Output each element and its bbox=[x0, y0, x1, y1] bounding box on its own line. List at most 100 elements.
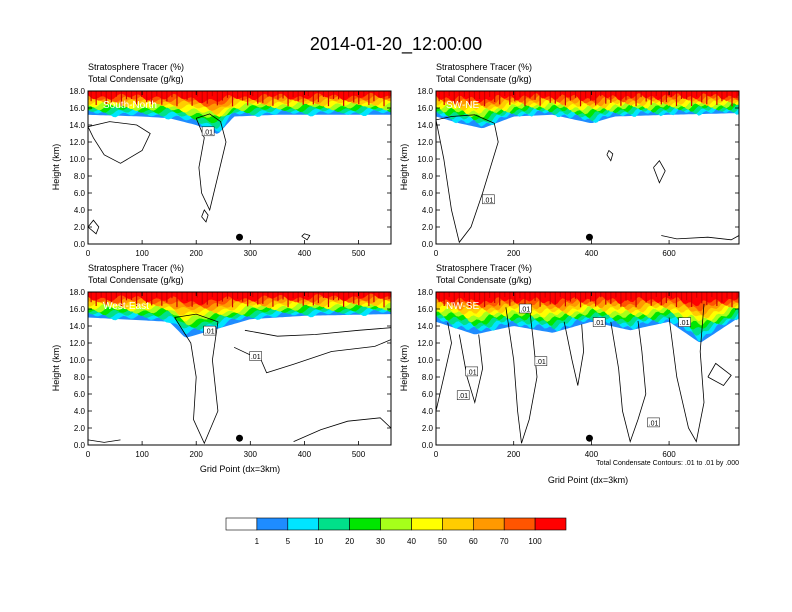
x-tick-label: 400 bbox=[298, 450, 312, 459]
condensate-contour bbox=[436, 114, 499, 244]
y-tick-label: 6.0 bbox=[74, 189, 86, 198]
tracer-streak bbox=[176, 292, 178, 308]
y-tick-label: 14.0 bbox=[417, 322, 433, 331]
tracer-streak bbox=[201, 292, 203, 304]
tracer-streak bbox=[514, 91, 516, 102]
tracer-streak bbox=[110, 292, 112, 304]
y-tick-label: 12.0 bbox=[417, 339, 433, 348]
x-tick-label: 200 bbox=[507, 249, 521, 258]
tracer-streak bbox=[166, 91, 168, 102]
tracer-streak bbox=[438, 91, 440, 102]
tracer-streak bbox=[156, 91, 158, 97]
tracer-streak bbox=[468, 91, 471, 106]
tracer-band bbox=[436, 292, 739, 307]
tracer-streak bbox=[226, 292, 229, 299]
location-marker bbox=[236, 233, 243, 241]
plot-area: .01 .01 .01 .01 .01 .01 .01 bbox=[436, 292, 739, 444]
tracer-streak bbox=[130, 292, 133, 300]
tracer-streak bbox=[721, 91, 723, 102]
tracer-streak bbox=[468, 292, 471, 307]
labelbar-tick-label: 5 bbox=[286, 537, 291, 546]
y-tick-label: 4.0 bbox=[74, 407, 86, 416]
tracer-streak bbox=[378, 91, 380, 98]
tracer-streak bbox=[236, 292, 239, 299]
x-tick-label: 600 bbox=[662, 450, 676, 459]
tracer-streak bbox=[680, 91, 683, 99]
y-tick-label: 18.0 bbox=[69, 288, 85, 297]
tracer-streak bbox=[353, 292, 355, 304]
tracer-streak bbox=[151, 292, 153, 306]
contour-label-box bbox=[201, 126, 215, 137]
x-tick-label: 300 bbox=[244, 450, 258, 459]
labelbar: 1 5 10 20 30 40 50 60 70 100 bbox=[225, 517, 567, 546]
tracer-streak bbox=[620, 292, 622, 307]
axis-ticks: 0.0 2.0 4.0 6.0 8.0 10.0 12.0 14.0 16.0 18.0 0 100 2… bbox=[69, 288, 391, 459]
contour-label-box bbox=[647, 417, 660, 428]
labelbar-box bbox=[287, 517, 319, 531]
tracer-streak bbox=[670, 292, 673, 298]
tracer-streak bbox=[388, 292, 390, 300]
panel-title-condensate: Total Condensate (g/kg) bbox=[88, 275, 184, 285]
tracer-streak bbox=[302, 292, 304, 306]
tracer-streak bbox=[206, 91, 208, 104]
tracer-streak bbox=[242, 292, 244, 302]
plot-frame bbox=[435, 90, 740, 245]
tracer-streak bbox=[625, 292, 627, 301]
tracer-streak bbox=[569, 292, 572, 302]
tracer-streak bbox=[590, 91, 592, 101]
y-tick-label: 18.0 bbox=[69, 87, 85, 96]
tracer-streak bbox=[348, 292, 350, 298]
y-tick-label: 12.0 bbox=[417, 138, 433, 147]
x-tick-label: 400 bbox=[585, 450, 599, 459]
tracer-streak bbox=[100, 91, 102, 97]
tracer-streak bbox=[348, 91, 350, 97]
condensate-contour bbox=[88, 439, 121, 443]
x-tick-label: 400 bbox=[298, 249, 312, 258]
tracer-streak bbox=[242, 91, 244, 101]
plot-frame bbox=[87, 90, 392, 245]
tracer-streak bbox=[221, 292, 224, 302]
tracer-band bbox=[436, 91, 739, 104]
tracer-streak bbox=[685, 91, 688, 100]
tracer-streak bbox=[494, 292, 496, 303]
tracer-streak bbox=[383, 91, 385, 107]
tracer-streak bbox=[473, 292, 476, 301]
tracer-streak bbox=[358, 292, 360, 306]
y-axis-label: Height (km) bbox=[51, 345, 61, 392]
tracer-streak bbox=[312, 292, 314, 306]
tracer-streak bbox=[696, 292, 698, 298]
panel-title-tracer: Stratosphere Tracer (%) bbox=[436, 263, 532, 273]
tracer-streak bbox=[691, 91, 693, 106]
tracer-streak bbox=[478, 91, 481, 99]
tracer-streak bbox=[312, 91, 314, 105]
tracer-streak bbox=[675, 292, 678, 308]
tracer-streak bbox=[332, 91, 335, 99]
tracer-streak bbox=[453, 292, 455, 306]
tracer-streak bbox=[635, 91, 637, 107]
tracer-streak bbox=[292, 292, 294, 299]
tracer-streak bbox=[216, 91, 218, 106]
labelbar-tick-label: 20 bbox=[345, 537, 354, 546]
labelbar-tick-label: 30 bbox=[376, 537, 385, 546]
panel-title-tracer: Stratosphere Tracer (%) bbox=[88, 62, 184, 72]
tracer-streak bbox=[327, 292, 330, 308]
tracer-streak bbox=[211, 292, 213, 298]
tracer-streak bbox=[252, 91, 254, 97]
tracer-streak bbox=[135, 292, 138, 308]
tracer-streak bbox=[579, 91, 582, 107]
plot-area: .01 .01 bbox=[88, 292, 391, 445]
tracer-streak bbox=[453, 91, 455, 105]
condensate-contour bbox=[88, 219, 100, 235]
panel-nw-se: Stratosphere Tracer (%) Total Condensate… bbox=[399, 263, 740, 485]
tracer-streak bbox=[645, 292, 647, 303]
tracer-streak bbox=[322, 91, 325, 97]
tracer-streak bbox=[549, 91, 551, 103]
panel-title-tracer: Stratosphere Tracer (%) bbox=[88, 263, 184, 273]
y-tick-label: 10.0 bbox=[417, 155, 433, 164]
tracer-streak bbox=[146, 292, 148, 303]
tracer-streak bbox=[191, 292, 193, 307]
y-tick-label: 16.0 bbox=[69, 104, 85, 113]
tracer-streak bbox=[721, 292, 723, 303]
x-tick-label: 300 bbox=[244, 249, 258, 258]
tracer-streak bbox=[373, 292, 375, 303]
